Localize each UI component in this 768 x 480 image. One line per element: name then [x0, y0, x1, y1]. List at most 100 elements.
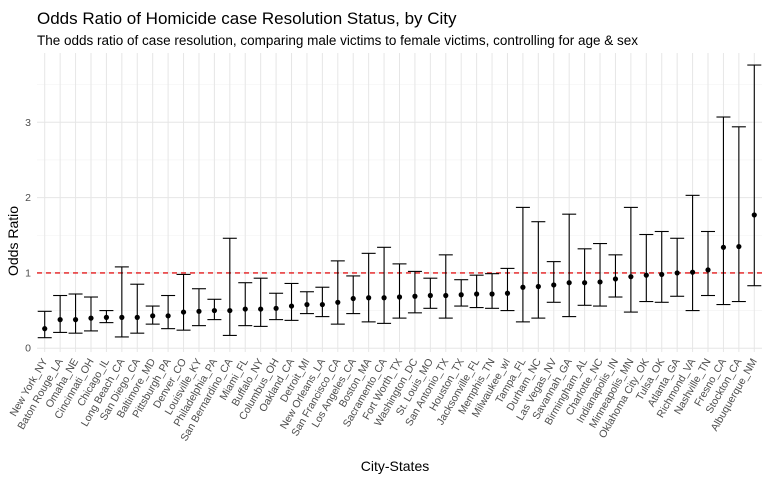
data-point — [288, 303, 295, 309]
errorbar — [485, 273, 500, 309]
errorbar — [191, 288, 206, 327]
errorbar — [161, 294, 176, 330]
data-point — [72, 317, 79, 323]
errorbar — [701, 230, 716, 297]
errorbar — [207, 298, 222, 321]
y-tick-label: 1 — [25, 267, 31, 279]
errorbar — [685, 194, 700, 312]
errorbar — [377, 246, 392, 324]
errorbar — [238, 282, 253, 327]
data-point — [227, 307, 233, 314]
errorbar — [546, 261, 561, 303]
data-marks — [37, 64, 762, 339]
errorbar — [253, 277, 268, 327]
errorbar — [438, 254, 453, 319]
data-point — [458, 292, 464, 298]
errorbar — [716, 116, 731, 306]
data-point — [736, 243, 742, 250]
data-point — [211, 307, 217, 314]
data-point — [335, 299, 341, 305]
data-point — [258, 306, 264, 312]
data-point — [119, 314, 125, 320]
data-point — [396, 294, 403, 300]
errorbar — [623, 206, 638, 313]
errorbar — [608, 254, 623, 298]
data-point — [504, 290, 511, 296]
data-point — [319, 301, 325, 308]
chart-title: Odds Ratio of Homicide case Resolution S… — [37, 9, 457, 28]
data-point — [720, 244, 727, 250]
errorbar — [222, 237, 237, 336]
data-point — [304, 301, 310, 308]
errorbar — [639, 233, 654, 303]
data-point — [597, 279, 603, 285]
errorbar — [299, 291, 314, 315]
errorbar — [83, 296, 98, 332]
errorbar — [68, 293, 83, 334]
data-point — [366, 295, 372, 301]
errorbar — [562, 213, 577, 318]
y-tick-label: 2 — [25, 192, 31, 204]
data-point — [612, 276, 619, 282]
errorbar — [145, 305, 160, 325]
data-point — [196, 308, 202, 314]
data-point — [582, 280, 588, 286]
data-point — [643, 272, 649, 278]
data-point — [273, 305, 279, 311]
errorbar — [284, 282, 299, 321]
data-point — [350, 295, 356, 302]
y-tick-label: 3 — [25, 117, 31, 129]
errorbar — [654, 230, 669, 303]
data-point — [42, 326, 48, 332]
x-axis-title: City-States — [361, 458, 429, 474]
data-point — [705, 267, 711, 273]
data-point — [88, 315, 94, 321]
data-point — [134, 314, 140, 320]
errorbar — [747, 64, 762, 287]
errorbar — [531, 221, 546, 319]
data-point — [180, 309, 187, 315]
data-point — [689, 269, 696, 275]
errorbar — [269, 292, 284, 321]
errorbar — [731, 126, 746, 303]
errorbar — [130, 283, 145, 334]
data-point — [489, 291, 495, 297]
data-point — [150, 313, 156, 319]
data-point — [412, 293, 418, 299]
errorbar — [392, 263, 407, 319]
errorbar — [454, 279, 469, 307]
errorbar — [176, 273, 191, 331]
y-axis-title: Odds Ratio — [5, 206, 21, 276]
errorbar — [407, 270, 422, 314]
data-point — [659, 271, 665, 278]
data-point — [57, 317, 63, 323]
errorbar — [515, 206, 530, 323]
data-point — [535, 283, 541, 290]
errorbar — [114, 266, 129, 338]
data-point — [674, 270, 680, 276]
data-point — [566, 280, 572, 286]
errorbar — [37, 310, 52, 339]
chart-subtitle: The odds ratio of case resolution, compa… — [37, 33, 638, 48]
data-point — [103, 314, 110, 320]
y-axis: 0 1 2 3 — [25, 117, 31, 355]
errorbar — [670, 237, 685, 297]
errorbar — [53, 294, 68, 333]
errorbar — [469, 274, 484, 309]
data-point — [242, 306, 248, 312]
errorbar — [315, 286, 330, 318]
data-point — [165, 313, 171, 319]
data-point — [443, 292, 449, 299]
data-point — [628, 274, 634, 280]
data-point — [427, 292, 433, 299]
errorbar — [330, 260, 345, 325]
errorbar — [346, 275, 361, 315]
y-tick-label: 0 — [25, 343, 31, 355]
data-point — [751, 212, 757, 218]
errorbar — [423, 277, 438, 309]
errorbar — [500, 267, 515, 312]
data-point — [474, 291, 480, 297]
data-point — [520, 284, 526, 290]
